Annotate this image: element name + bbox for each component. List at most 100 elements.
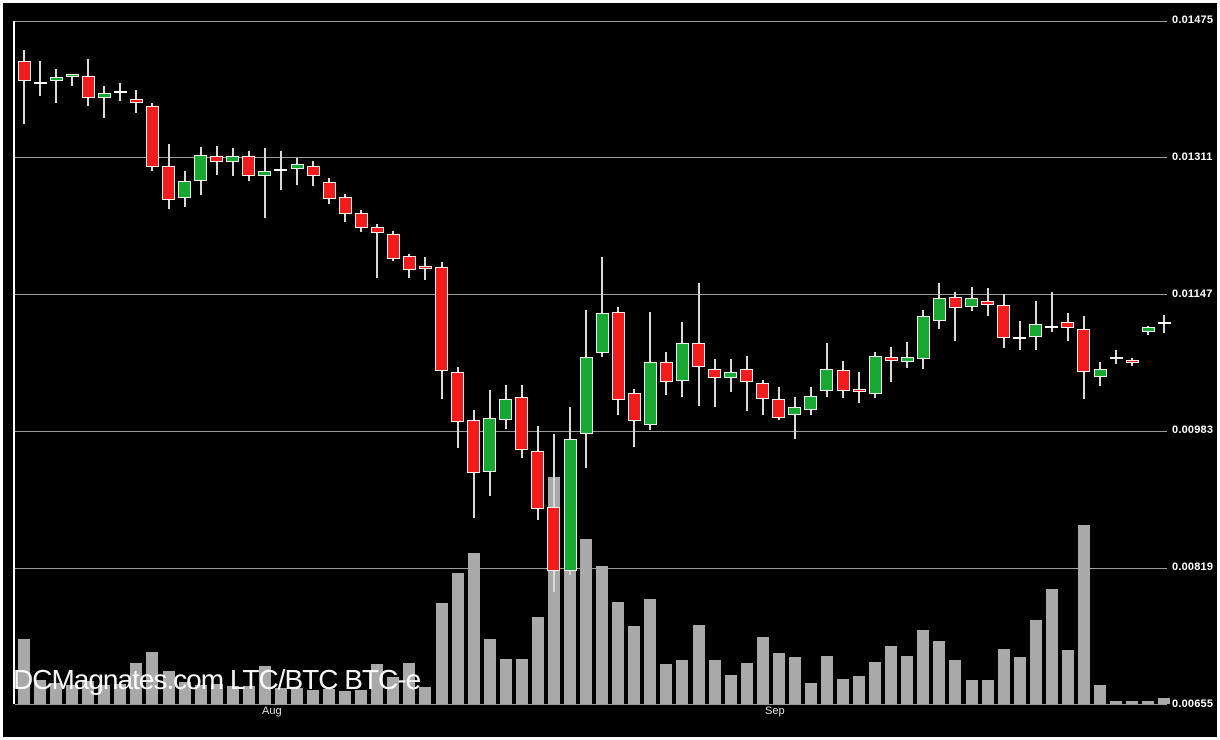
candle-body-doji	[1045, 326, 1058, 328]
volume-bar	[805, 683, 817, 704]
candle-body-up	[564, 439, 577, 571]
volume-bar	[660, 664, 672, 704]
candle-body-down	[612, 312, 625, 400]
volume-bar	[596, 566, 608, 704]
candle-body-down	[242, 156, 255, 176]
month-label-sep: Sep	[765, 705, 785, 717]
volume-bar	[869, 662, 881, 704]
volume-bar	[1126, 701, 1138, 704]
volume-bar	[837, 679, 849, 704]
candle-body-up	[724, 372, 737, 378]
volume-bar	[1110, 701, 1122, 704]
volume-bar	[98, 685, 110, 704]
candle-body-down	[708, 369, 721, 378]
volume-bar	[130, 663, 142, 704]
volume-bar	[323, 689, 335, 704]
candle-wick	[601, 257, 603, 357]
candle-wick	[746, 356, 748, 411]
volume-bar	[227, 686, 239, 704]
volume-bar	[1094, 685, 1106, 704]
volume-bar	[821, 656, 833, 704]
candle-wick	[1163, 315, 1165, 333]
candle-body-up	[194, 155, 207, 181]
candle-body-down	[1077, 329, 1090, 372]
volume-bar	[676, 660, 688, 704]
candle-body-down	[307, 166, 320, 176]
price-gridline	[15, 157, 1167, 158]
price-axis-label: 0.00655	[1172, 698, 1214, 710]
volume-bar	[853, 676, 865, 704]
candle-body-down	[451, 372, 464, 422]
candle-body-up	[66, 74, 79, 77]
volume-bar	[339, 691, 351, 704]
volume-bar	[564, 569, 576, 704]
volume-bar	[403, 663, 415, 704]
volume-bar	[1046, 589, 1058, 704]
volume-bar	[757, 637, 769, 704]
price-gridline	[15, 704, 1167, 705]
candle-body-down	[772, 399, 785, 418]
candle-body-doji	[114, 91, 127, 93]
candle-body-down	[949, 297, 962, 308]
volume-bar	[163, 671, 175, 704]
candle-wick	[264, 148, 266, 218]
candle-body-down	[371, 227, 384, 233]
price-axis-label: 0.01475	[1172, 14, 1214, 26]
candle-body-up	[98, 93, 111, 98]
candle-body-up	[1142, 327, 1155, 332]
volume-bar	[644, 599, 656, 704]
candle-body-down	[547, 507, 560, 571]
volume-bar	[933, 641, 945, 704]
candle-body-doji	[1013, 337, 1026, 339]
candle-body-down	[435, 267, 448, 371]
candle-body-up	[226, 156, 239, 162]
candle-body-up	[50, 77, 63, 81]
volume-bar	[773, 653, 785, 704]
volume-bar	[114, 684, 126, 704]
candle-body-down	[837, 370, 850, 391]
volume-bar	[34, 680, 46, 704]
candle-body-down	[403, 256, 416, 270]
candle-wick	[794, 397, 796, 439]
candle-body-down	[130, 99, 143, 103]
candle-body-up	[804, 396, 817, 410]
volume-bar	[18, 639, 30, 704]
volume-bar	[211, 684, 223, 704]
volume-bar	[917, 630, 929, 704]
candle-body-down	[82, 76, 95, 98]
volume-bar	[612, 602, 624, 704]
watermark-text: DCMagnates.com LTC/BTC BTC-e	[13, 664, 421, 695]
candle-body-up	[820, 369, 833, 391]
candle-body-down	[981, 301, 994, 305]
month-label-aug: Aug	[262, 705, 282, 717]
candle-body-up	[788, 407, 801, 415]
candle-body-down	[885, 357, 898, 361]
volume-bar	[436, 603, 448, 704]
price-axis-label: 0.00819	[1172, 561, 1214, 573]
candle-body-down	[1126, 360, 1139, 363]
candle-body-up	[644, 362, 657, 425]
volume-bar	[419, 687, 431, 704]
candle-body-up	[178, 181, 191, 198]
candle-body-up	[258, 171, 271, 176]
volume-bar	[387, 677, 399, 704]
volume-bar	[998, 649, 1010, 704]
candle-body-down	[323, 182, 336, 199]
candle-wick	[23, 50, 25, 124]
candle-body-up	[676, 343, 689, 381]
volume-bar	[1142, 701, 1154, 704]
candle-body-down	[692, 343, 705, 367]
volume-bar	[693, 625, 705, 704]
volume-bar	[468, 553, 480, 704]
candle-body-up	[869, 356, 882, 394]
candle-wick	[1051, 292, 1053, 332]
volume-bar	[1014, 657, 1026, 704]
volume-bar	[179, 682, 191, 704]
candle-body-down	[387, 234, 400, 259]
candle-wick	[858, 372, 860, 403]
volume-bar	[243, 686, 255, 704]
candle-body-up	[1029, 324, 1042, 337]
volume-bar	[949, 660, 961, 704]
candle-body-down	[355, 213, 368, 228]
candle-body-up	[291, 164, 304, 169]
